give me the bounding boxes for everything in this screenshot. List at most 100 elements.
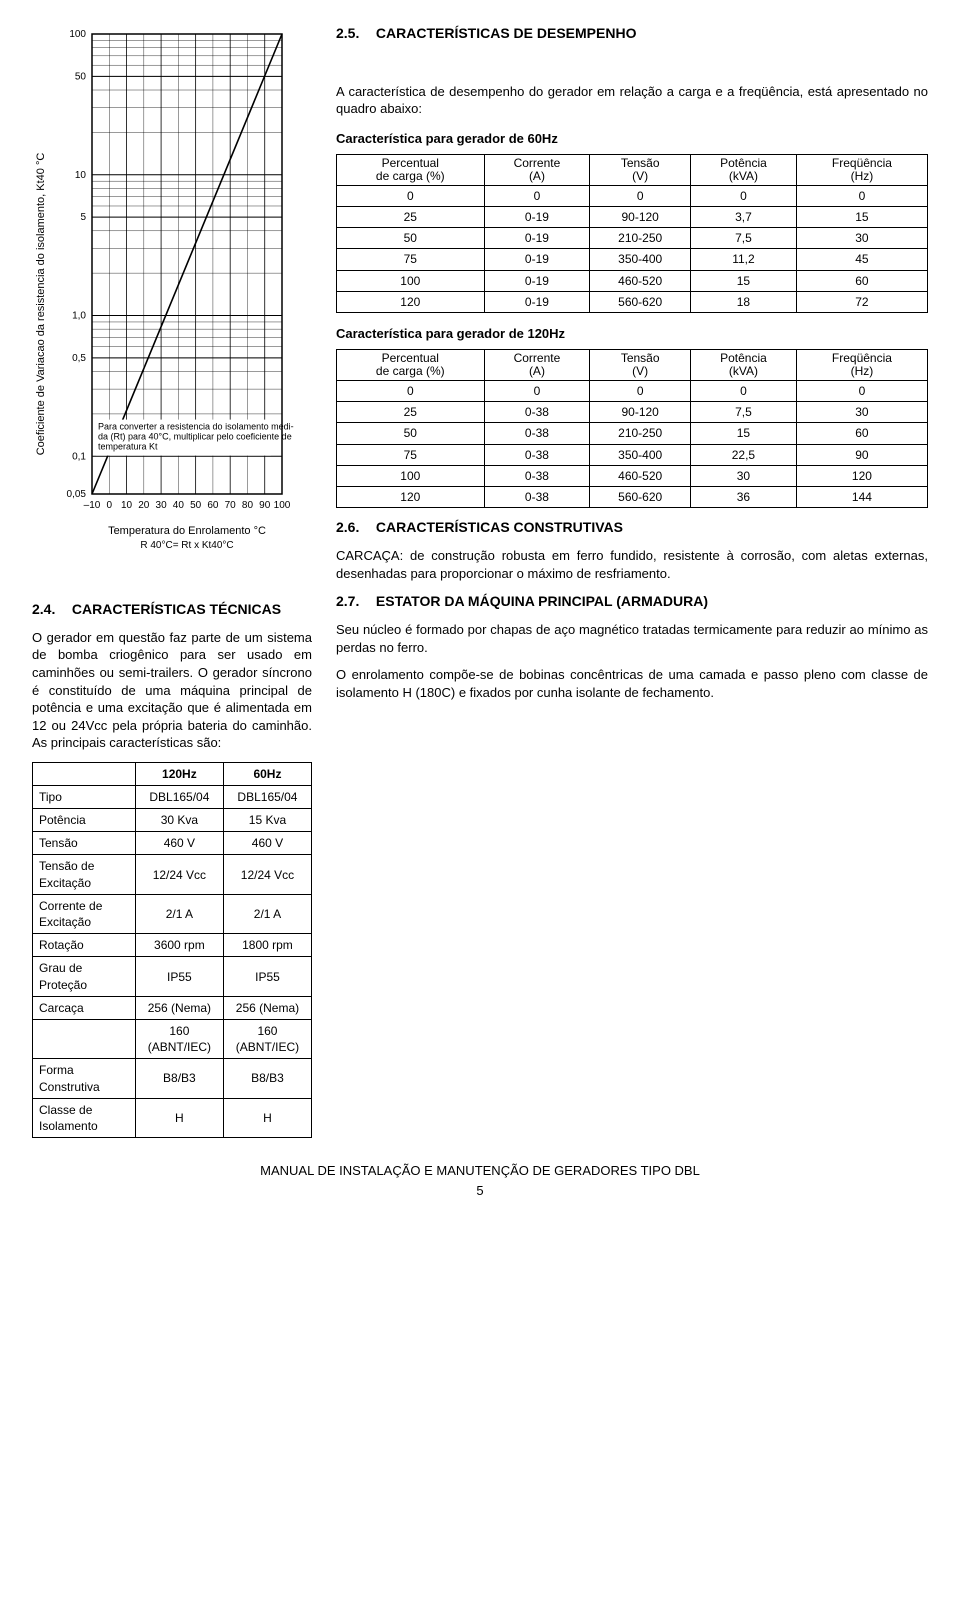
spec-value-60hz: 460 V	[223, 832, 311, 855]
th-freq: Freqüência(Hz)	[796, 349, 927, 380]
table-cell: 15	[796, 207, 927, 228]
table-cell: 560-620	[590, 486, 691, 507]
section-2-4-paragraph: O gerador em questão faz parte de um sis…	[32, 629, 312, 752]
section-2-5-heading: 2.5. CARACTERÍSTICAS DE DESEMPENHO	[336, 24, 928, 43]
spec-value-120hz: DBL165/04	[135, 785, 223, 808]
table-row: 750-19350-40011,245	[337, 249, 928, 270]
chart-y-tick: 10	[75, 170, 87, 181]
left-column: Coeficiente de Variacao da resistencia d…	[32, 24, 312, 1138]
table-cell: 0-38	[484, 402, 590, 423]
section-2-4-number: 2.4.	[32, 600, 68, 619]
th-voltage: Tensão(V)	[590, 349, 691, 380]
section-2-5-title: CARACTERÍSTICAS DE DESEMPENHO	[376, 25, 637, 41]
table-row: 500-19210-2507,530	[337, 228, 928, 249]
table-cell: 0-38	[484, 465, 590, 486]
section-2-4-heading: 2.4. CARACTERÍSTICAS TÉCNICAS	[32, 600, 312, 619]
table-cell: 72	[796, 291, 927, 312]
table-cell: 7,5	[691, 228, 797, 249]
chart-y-tick: 0,5	[72, 353, 86, 364]
specs-col-120hz: 120Hz	[135, 762, 223, 785]
spec-label	[33, 1019, 136, 1058]
chart-y-tick: 1,0	[72, 311, 86, 322]
chart-y-tick: 50	[75, 71, 87, 82]
table-cell: 0	[691, 380, 797, 401]
table-row: TipoDBL165/04DBL165/04	[33, 785, 312, 808]
table-row: 250-1990-1203,715	[337, 207, 928, 228]
chart-y-tick: 5	[80, 212, 86, 223]
specs-col-60hz: 60Hz	[223, 762, 311, 785]
table-cell: 350-400	[590, 444, 691, 465]
chart-x-axis-label: Temperatura do Enrolamento °C	[108, 525, 266, 537]
table-cell: 15	[691, 423, 797, 444]
table-cell: 90-120	[590, 402, 691, 423]
table-cell: 0	[484, 380, 590, 401]
section-2-7-paragraph-1: Seu núcleo é formado por chapas de aço m…	[336, 621, 928, 656]
section-2-6-number: 2.6.	[336, 518, 372, 537]
table-60hz: Percentualde carga (%) Corrente(A) Tensã…	[336, 154, 928, 314]
page-footer: MANUAL DE INSTALAÇÃO E MANUTENÇÃO DE GER…	[32, 1162, 928, 1199]
chart-x-tick: 90	[259, 500, 271, 511]
spec-value-60hz: DBL165/04	[223, 785, 311, 808]
section-2-7-heading: 2.7. ESTATOR DA MÁQUINA PRINCIPAL (ARMAD…	[336, 592, 928, 611]
table-cell: 350-400	[590, 249, 691, 270]
table-cell: 3,7	[691, 207, 797, 228]
section-2-7-number: 2.7.	[336, 592, 372, 611]
section-2-6-heading: 2.6. CARACTERÍSTICAS CONSTRUTIVAS	[336, 518, 928, 537]
spec-label: Tipo	[33, 785, 136, 808]
chart-y-axis-label: Coeficiente de Variacao da resistencia d…	[35, 153, 47, 456]
table-cell: 120	[337, 291, 485, 312]
spec-value-120hz: 160 (ABNT/IEC)	[135, 1019, 223, 1058]
table-row: 160 (ABNT/IEC)160 (ABNT/IEC)	[33, 1019, 312, 1058]
section-2-5-intro: A característica de desempenho do gerado…	[336, 83, 928, 118]
table-cell: 50	[337, 228, 485, 249]
table-row: 00000	[337, 380, 928, 401]
chart-x-tick: –10	[84, 500, 101, 511]
table-cell: 460-520	[590, 270, 691, 291]
table-cell: 0-19	[484, 207, 590, 228]
th-current: Corrente(A)	[484, 154, 590, 185]
table-cell: 50	[337, 423, 485, 444]
chart-x-tick: 100	[274, 500, 291, 511]
spec-value-60hz: H	[223, 1098, 311, 1137]
section-2-5-number: 2.5.	[336, 24, 372, 43]
section-2-4-title: CARACTERÍSTICAS TÉCNICAS	[72, 601, 281, 617]
th-power: Potência(kVA)	[691, 349, 797, 380]
spec-value-60hz: 2/1 A	[223, 894, 311, 933]
th-current: Corrente(A)	[484, 349, 590, 380]
spec-value-60hz: 256 (Nema)	[223, 996, 311, 1019]
table-cell: 0-38	[484, 486, 590, 507]
table-cell: 0	[691, 185, 797, 206]
chart-x-tick: 70	[225, 500, 237, 511]
table-cell: 75	[337, 444, 485, 465]
spec-value-60hz: 1800 rpm	[223, 934, 311, 957]
table-cell: 120	[796, 465, 927, 486]
table-cell: 560-620	[590, 291, 691, 312]
chart-y-tick: 0,05	[67, 489, 87, 500]
section-2-7-title: ESTATOR DA MÁQUINA PRINCIPAL (ARMADURA)	[376, 593, 708, 609]
section-2-6-title: CARACTERÍSTICAS CONSTRUTIVAS	[376, 519, 623, 535]
specs-empty-header	[33, 762, 136, 785]
table-row: 1000-19460-5201560	[337, 270, 928, 291]
table-cell: 0-19	[484, 249, 590, 270]
table-cell: 100	[337, 465, 485, 486]
spec-value-120hz: 2/1 A	[135, 894, 223, 933]
spec-value-60hz: B8/B3	[223, 1059, 311, 1098]
spec-value-60hz: 12/24 Vcc	[223, 855, 311, 894]
chart-y-tick: 0,1	[72, 451, 86, 462]
table-cell: 0	[590, 185, 691, 206]
spec-label: Potência	[33, 809, 136, 832]
table-cell: 0	[796, 380, 927, 401]
table-120hz: Percentualde carga (%) Corrente(A) Tensã…	[336, 349, 928, 509]
right-column: 2.5. CARACTERÍSTICAS DE DESEMPENHO A car…	[336, 24, 928, 1138]
spec-value-120hz: 256 (Nema)	[135, 996, 223, 1019]
table-cell: 0-19	[484, 228, 590, 249]
spec-label: Classe de Isolamento	[33, 1098, 136, 1137]
table-cell: 0-19	[484, 291, 590, 312]
chart-plot-area: –100102030405060708090100100501051,00,50…	[67, 29, 294, 511]
table-cell: 144	[796, 486, 927, 507]
table-row: 750-38350-40022,590	[337, 444, 928, 465]
table-cell: 60	[796, 270, 927, 291]
spec-value-60hz: 160 (ABNT/IEC)	[223, 1019, 311, 1058]
table-cell: 18	[691, 291, 797, 312]
spec-label: Carcaça	[33, 996, 136, 1019]
